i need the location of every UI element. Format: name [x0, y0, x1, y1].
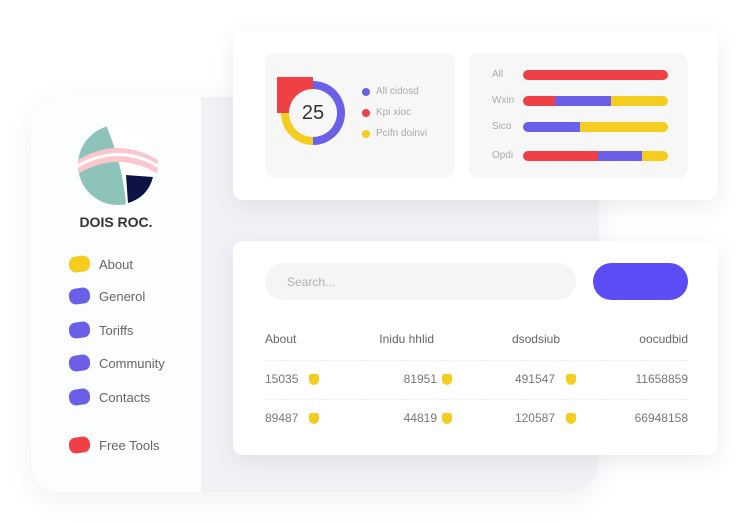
bar-segment	[523, 70, 668, 80]
table-cell: 491547	[514, 372, 555, 386]
sidebar-item-about[interactable]: About	[67, 254, 133, 274]
bar-segment	[579, 122, 668, 132]
legend-label: Kpi xioc	[376, 107, 412, 118]
sidebar-item-toriffs[interactable]: Toriffs	[67, 320, 134, 340]
stacked-bar	[523, 151, 668, 161]
bar-label: Sico	[492, 121, 512, 132]
legend-item: Kpi xioc	[362, 107, 411, 118]
row-divider	[265, 360, 688, 361]
column-header[interactable]: Inidu hhlid	[379, 332, 434, 346]
search-button[interactable]	[593, 263, 688, 300]
legend-item: Pcifn doinvi	[362, 128, 427, 139]
sidebar-item-free-tools[interactable]: Free Tools	[67, 435, 160, 455]
sidebar-item-label: Community	[99, 355, 165, 371]
column-header[interactable]: dsodsiub	[511, 332, 560, 346]
legend-label: All cidosd	[376, 86, 419, 97]
table-card: About Inidu hhlid dsodsiub oocudbid 15035 819…	[233, 241, 718, 455]
table-cell: 15035	[265, 372, 299, 386]
legend-item: All cidosd	[362, 86, 419, 97]
legend-dot-icon	[362, 108, 370, 117]
nav-blob-icon	[67, 286, 92, 306]
sidebar-item-label: Free Tools	[99, 437, 160, 453]
table-cell: 66948158	[634, 411, 688, 425]
row-divider	[265, 399, 688, 400]
table-cell: 44819	[403, 411, 437, 425]
bar-label: Wxin	[492, 95, 515, 106]
stacked-bar	[523, 70, 668, 80]
nav-blob-icon	[67, 387, 92, 407]
sidebar-item-contacts[interactable]: Contacts	[67, 387, 151, 407]
bar-segment	[611, 96, 668, 106]
shield-icon	[566, 413, 576, 424]
stacked-bar	[523, 122, 668, 132]
bar-segment	[523, 151, 599, 161]
bar-segment	[523, 122, 580, 132]
bar-segment	[554, 96, 612, 106]
donut-panel: 25 All cidosd Kpi xioc Pcifn doinvi	[265, 53, 455, 178]
sidebar-item-label: Toriffs	[99, 322, 134, 338]
shield-icon	[566, 374, 576, 385]
shield-icon	[442, 413, 452, 424]
donut-segment	[281, 113, 313, 145]
sidebar: DOIS ROC. About Generol Toriffs Community Co…	[31, 97, 201, 492]
table-cell: 81951	[403, 372, 437, 386]
sidebar-item-label: About	[99, 256, 133, 272]
legend-label: Pcifn doinvi	[376, 128, 428, 139]
nav-blob-icon	[67, 254, 92, 274]
search-input[interactable]	[265, 263, 576, 300]
sidebar-item-generol[interactable]: Generol	[67, 286, 146, 306]
sidebar-item-community[interactable]: Community	[67, 353, 165, 373]
shield-icon	[309, 413, 319, 424]
bar-segment	[598, 151, 642, 161]
nav-blob-icon	[67, 353, 92, 373]
column-header[interactable]: oocudbid	[639, 332, 688, 346]
sidebar-item-label: Contacts	[99, 389, 151, 405]
bar-label: Opdi	[492, 150, 514, 161]
bar-segment	[523, 96, 555, 106]
table-cell: 11658859	[635, 372, 689, 386]
sidebar-item-label: Generol	[99, 288, 146, 304]
brand-logo	[78, 125, 158, 205]
stats-card: 25 All cidosd Kpi xioc Pcifn doinvi All Wxi…	[233, 31, 718, 200]
nav-blob-icon	[67, 320, 92, 340]
shield-icon	[442, 374, 452, 385]
table-cell: 89487	[265, 411, 299, 425]
donut-segment	[313, 81, 345, 145]
stacked-bar	[523, 96, 668, 106]
column-header[interactable]: About	[265, 332, 297, 346]
bar-label: All	[492, 69, 504, 80]
donut-segment	[277, 77, 313, 113]
legend-dot-icon	[362, 129, 370, 138]
donut-value: 25	[301, 102, 325, 124]
bars-panel: All Wxin Sico Opdi	[469, 53, 688, 178]
nav-blob-icon	[67, 435, 92, 455]
donut-chart	[277, 77, 345, 145]
bar-segment	[641, 151, 668, 161]
shield-icon	[309, 374, 319, 385]
legend-dot-icon	[362, 87, 370, 96]
table-cell: 120587	[514, 411, 555, 425]
brand-name: DOIS ROC.	[79, 214, 153, 230]
